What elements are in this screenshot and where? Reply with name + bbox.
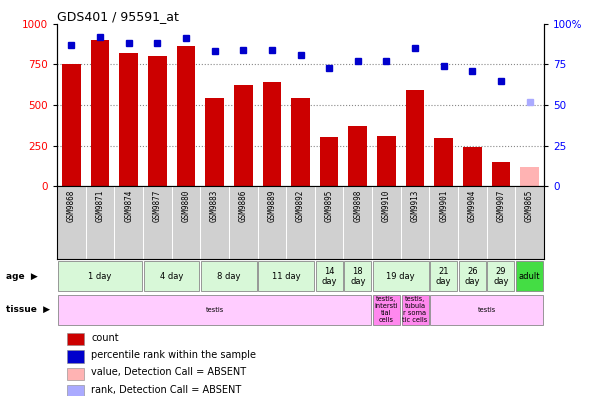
Bar <box>320 137 338 186</box>
Bar <box>430 295 543 325</box>
Bar <box>520 167 539 186</box>
Text: GSM9913: GSM9913 <box>410 190 419 222</box>
Text: 11 day: 11 day <box>272 272 300 281</box>
Text: GSM9886: GSM9886 <box>239 190 248 222</box>
Bar <box>258 261 314 291</box>
Bar <box>58 261 142 291</box>
Bar <box>373 295 400 325</box>
Text: 21
day: 21 day <box>436 267 451 286</box>
Text: GSM9868: GSM9868 <box>67 190 76 222</box>
Bar <box>435 138 453 186</box>
Bar <box>177 46 195 186</box>
Bar <box>58 295 371 325</box>
Text: rank, Detection Call = ABSENT: rank, Detection Call = ABSENT <box>91 385 242 395</box>
Bar <box>492 162 510 186</box>
Text: GSM9901: GSM9901 <box>439 190 448 222</box>
Text: 14
day: 14 day <box>322 267 337 286</box>
Text: GSM9877: GSM9877 <box>153 190 162 222</box>
Text: GSM9895: GSM9895 <box>325 190 334 222</box>
Text: testis,
intersti
tial
cells: testis, intersti tial cells <box>374 296 398 324</box>
Bar <box>144 261 200 291</box>
Text: 8 day: 8 day <box>217 272 240 281</box>
Bar <box>67 385 84 396</box>
Bar <box>459 261 486 291</box>
Text: 4 day: 4 day <box>160 272 183 281</box>
Bar <box>487 261 514 291</box>
Bar <box>67 367 84 380</box>
Bar <box>148 56 166 186</box>
Text: GSM9883: GSM9883 <box>210 190 219 222</box>
Text: 18
day: 18 day <box>350 267 365 286</box>
Bar <box>67 350 84 363</box>
Bar <box>263 82 281 186</box>
Text: GSM9874: GSM9874 <box>124 190 133 222</box>
Text: GSM9865: GSM9865 <box>525 190 534 222</box>
Text: GSM9892: GSM9892 <box>296 190 305 222</box>
Text: testis: testis <box>206 307 224 313</box>
Text: 29
day: 29 day <box>493 267 508 286</box>
Bar <box>377 136 395 186</box>
Text: tissue  ▶: tissue ▶ <box>6 305 50 314</box>
Text: testis,
tubula
r soma
tic cells: testis, tubula r soma tic cells <box>403 296 428 324</box>
Text: 19 day: 19 day <box>386 272 415 281</box>
Text: GSM9871: GSM9871 <box>96 190 105 222</box>
Bar <box>234 85 252 186</box>
Bar <box>91 40 109 186</box>
Bar <box>316 261 343 291</box>
Bar <box>516 261 543 291</box>
Text: GSM9889: GSM9889 <box>267 190 276 222</box>
Text: GSM9904: GSM9904 <box>468 190 477 222</box>
Text: value, Detection Call = ABSENT: value, Detection Call = ABSENT <box>91 367 246 377</box>
Text: GSM9907: GSM9907 <box>496 190 505 222</box>
Text: age  ▶: age ▶ <box>6 272 38 281</box>
Bar <box>67 333 84 345</box>
Text: GSM9910: GSM9910 <box>382 190 391 222</box>
Bar <box>120 53 138 186</box>
Bar <box>201 261 257 291</box>
Bar <box>349 126 367 186</box>
Bar <box>373 261 429 291</box>
Text: 1 day: 1 day <box>88 272 112 281</box>
Text: adult: adult <box>519 272 540 281</box>
Bar <box>463 147 481 186</box>
Text: GSM9880: GSM9880 <box>182 190 191 222</box>
Bar <box>430 261 457 291</box>
Bar <box>62 64 81 186</box>
Text: testis: testis <box>478 307 496 313</box>
Bar <box>291 99 310 186</box>
Text: percentile rank within the sample: percentile rank within the sample <box>91 350 256 360</box>
Bar <box>206 99 224 186</box>
Bar <box>401 295 429 325</box>
Text: GSM9898: GSM9898 <box>353 190 362 222</box>
Text: GDS401 / 95591_at: GDS401 / 95591_at <box>57 10 179 23</box>
Text: 26
day: 26 day <box>465 267 480 286</box>
Bar <box>344 261 371 291</box>
Text: count: count <box>91 333 119 343</box>
Bar <box>406 90 424 186</box>
